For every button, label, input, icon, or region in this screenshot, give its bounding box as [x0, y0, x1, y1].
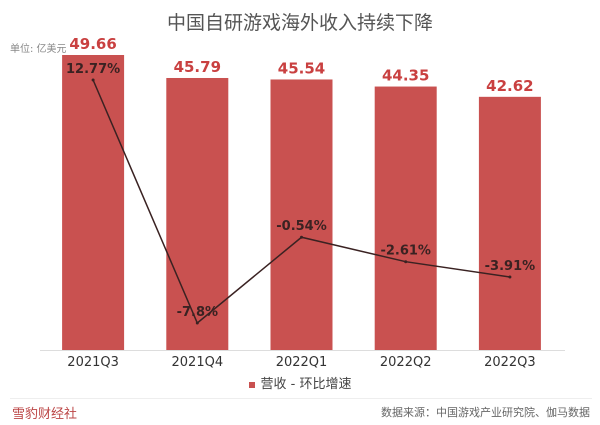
- bar-value-label: 45.79: [174, 58, 221, 76]
- growth-point: [91, 78, 95, 82]
- growth-point: [508, 275, 512, 279]
- bar-value-label: 42.62: [486, 77, 533, 95]
- growth-label: 12.77%: [66, 62, 120, 77]
- bar: [62, 55, 125, 350]
- bar-value-label: 49.66: [69, 35, 116, 53]
- bar: [166, 77, 229, 351]
- x-tick-label: 2022Q2: [380, 355, 432, 370]
- bar: [270, 79, 333, 350]
- growth-label: -3.91%: [485, 259, 536, 274]
- x-tick-label: 2022Q1: [276, 355, 328, 370]
- chart-title: 中国自研游戏海外收入持续下降: [166, 12, 433, 34]
- bar-value-label: 45.54: [278, 59, 325, 77]
- x-tick-label: 2022Q3: [484, 355, 536, 370]
- unit-label: 单位: 亿美元: [10, 44, 67, 55]
- growth-label: -0.54%: [276, 219, 327, 234]
- growth-point: [404, 260, 408, 264]
- growth-point: [300, 235, 303, 239]
- x-tick-label: 2021Q4: [172, 355, 224, 370]
- legend: 营收 - 环比增速: [0, 373, 600, 392]
- legend-swatch: [248, 381, 255, 388]
- growth-label: -2.61%: [380, 244, 431, 259]
- legend-text: 营收 - 环比增速: [260, 377, 352, 392]
- x-tick-label: 2021Q3: [67, 355, 119, 370]
- source-text: 数据来源：中国游戏产业研究院、伽马数据: [381, 406, 590, 419]
- bar: [374, 86, 437, 351]
- divider: [10, 398, 592, 399]
- bar-value-label: 44.35: [382, 67, 429, 85]
- growth-point: [195, 321, 199, 325]
- logo: 雪豹财经社: [12, 407, 78, 422]
- growth-label: -7.8%: [177, 305, 218, 320]
- bar: [478, 96, 541, 351]
